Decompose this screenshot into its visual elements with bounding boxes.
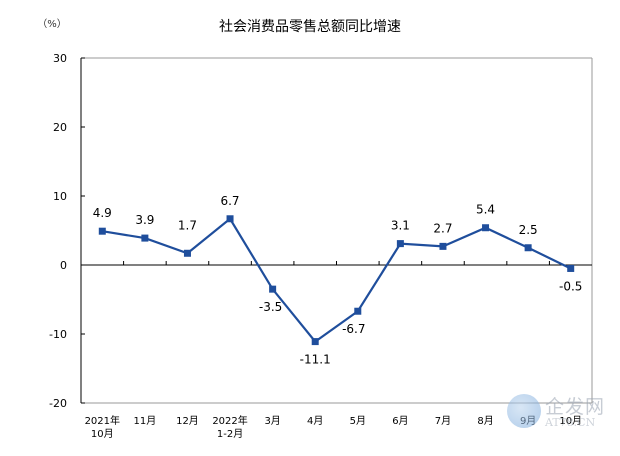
x-tick-label: 8月 — [477, 415, 493, 427]
data-label: -3.5 — [259, 300, 282, 314]
data-label: 6.7 — [220, 194, 239, 208]
x-tick-label: 1-2月 — [217, 428, 243, 440]
y-axis-unit-label: （%） — [37, 18, 67, 30]
data-label: 4.9 — [93, 206, 112, 220]
data-point-marker — [141, 234, 149, 242]
data-point-marker — [269, 285, 277, 293]
data-point-marker — [311, 338, 319, 346]
data-point-marker — [567, 264, 575, 272]
y-tick-label: -10 — [49, 328, 67, 341]
watermark-text: 企发网 — [545, 396, 606, 418]
data-label: 2.5 — [519, 223, 538, 237]
data-point-marker — [354, 307, 362, 315]
x-tick-label: 3月 — [264, 415, 280, 427]
data-label: 3.9 — [135, 213, 154, 227]
x-tick-label: 12月 — [176, 415, 199, 427]
plot-area-frame — [81, 57, 593, 404]
series-polyline — [102, 217, 572, 344]
data-label: -6.7 — [342, 322, 365, 336]
y-tick-label: 0 — [60, 259, 67, 272]
data-point-marker — [524, 244, 532, 252]
y-tick-label: -20 — [49, 397, 67, 410]
data-label: 1.7 — [178, 218, 197, 232]
x-tick-label: 11月 — [134, 415, 157, 427]
x-tick-label: 7月 — [435, 415, 451, 427]
watermark-logo-icon — [507, 394, 541, 428]
y-tick-label: 10 — [53, 190, 67, 203]
x-tick-label: 4月 — [307, 415, 323, 427]
data-point-marker — [226, 215, 234, 223]
data-series-line — [98, 215, 575, 346]
y-axis: 30 20 10 0 -10 -20 — [49, 52, 85, 410]
watermark: 企发网 AT78.CN — [505, 392, 620, 432]
y-tick-label: 30 — [53, 52, 67, 65]
x-tick-label: 2022年 — [212, 414, 247, 427]
watermark-subtext: AT78.CN — [545, 416, 596, 429]
data-point-marker — [98, 227, 106, 235]
data-label: -11.1 — [300, 353, 331, 367]
x-tick-label: 10月 — [91, 428, 114, 440]
data-point-marker — [183, 249, 191, 257]
data-point-marker — [396, 240, 404, 248]
data-label: 2.7 — [433, 221, 452, 235]
x-tick-label: 5月 — [350, 415, 366, 427]
data-point-marker — [482, 224, 490, 232]
data-label: -0.5 — [559, 279, 582, 293]
data-label: 5.4 — [476, 203, 495, 217]
data-point-marker — [439, 242, 447, 250]
x-tick-label: 10月 — [559, 415, 582, 427]
x-tick-label: 2021年 — [85, 414, 120, 427]
x-tick-label: 6月 — [392, 415, 408, 427]
data-label: 3.1 — [391, 219, 410, 233]
data-labels: 4.9 3.9 1.7 6.7 -3.5 -11.1 -6.7 3.1 2.7 5.4 2.5 -0.… — [93, 194, 583, 367]
chart-title: 社会消费品零售总额同比增速 — [219, 19, 401, 35]
y-tick-label: 20 — [53, 121, 67, 134]
